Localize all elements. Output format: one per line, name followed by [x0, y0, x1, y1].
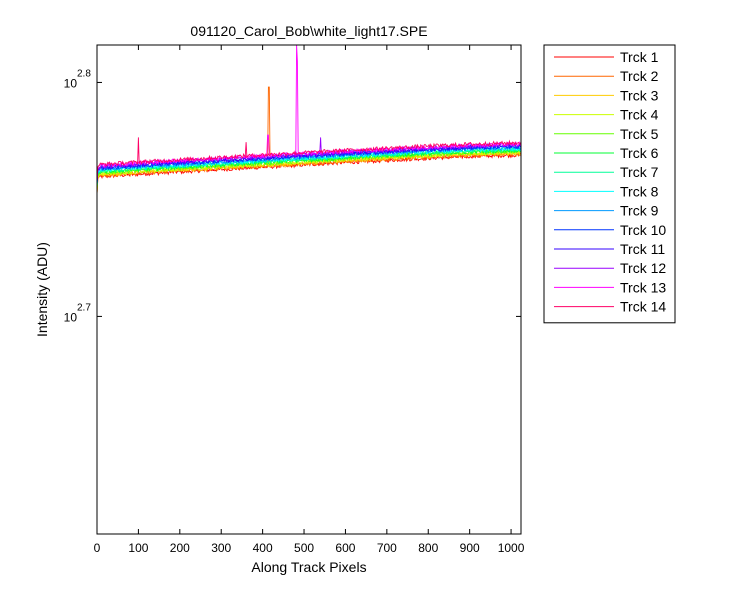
legend-label: Trck 8 — [620, 183, 659, 199]
legend-label: Trck 10 — [620, 222, 666, 238]
x-tick-label: 300 — [211, 541, 231, 555]
legend-label: Trck 5 — [620, 126, 659, 142]
legend-label: Trck 3 — [620, 87, 659, 103]
x-tick-label: 400 — [253, 541, 273, 555]
y-tick-exponent: 2.7 — [77, 302, 91, 313]
y-tick-exponent: 2.8 — [77, 68, 91, 79]
x-tick-label: 100 — [128, 541, 148, 555]
legend-box — [543, 44, 676, 324]
y-axis-label: Intensity (ADU) — [34, 242, 50, 337]
legend-label: Trck 2 — [620, 68, 659, 84]
x-axis-label: Along Track Pixels — [251, 559, 366, 575]
legend-label: Trck 7 — [620, 164, 659, 180]
legend-label: Trck 6 — [620, 145, 659, 161]
axis-ticks: 0 100 200 300 400 500 600 700 800 900 1000102.7102… — [64, 45, 525, 555]
series-line-1 — [97, 152, 521, 195]
x-tick-label: 800 — [418, 541, 438, 555]
x-tick-label: 200 — [170, 541, 190, 555]
series-line-14 — [97, 137, 521, 182]
series-line-2 — [97, 86, 521, 194]
x-tick-label: 900 — [460, 541, 480, 555]
axes-frame — [96, 44, 522, 535]
legend-label: Trck 1 — [620, 49, 659, 65]
y-tick-label: 10 — [64, 76, 78, 90]
x-tick-label: 500 — [294, 541, 314, 555]
legend-label: Trck 11 — [620, 241, 665, 257]
x-tick-label: 0 — [94, 541, 101, 555]
chart-title: 091120_Carol_Bob\white_light17.SPE — [190, 23, 427, 39]
legend-label: Trck 13 — [620, 279, 666, 295]
legend-label: Trck 12 — [620, 260, 666, 276]
legend: Trck 1 Trck 2 Trck 3 Trck 4 Trck 5 Trck 6 Trck… — [543, 44, 676, 324]
plot-area — [97, 45, 521, 195]
legend-label: Trck 9 — [620, 203, 659, 219]
x-tick-label: 700 — [377, 541, 397, 555]
y-tick-label: 10 — [64, 310, 78, 324]
x-tick-label: 600 — [335, 541, 355, 555]
x-tick-label: 1000 — [498, 541, 525, 555]
legend-label: Trck 4 — [620, 107, 659, 123]
legend-label: Trck 14 — [620, 299, 666, 315]
